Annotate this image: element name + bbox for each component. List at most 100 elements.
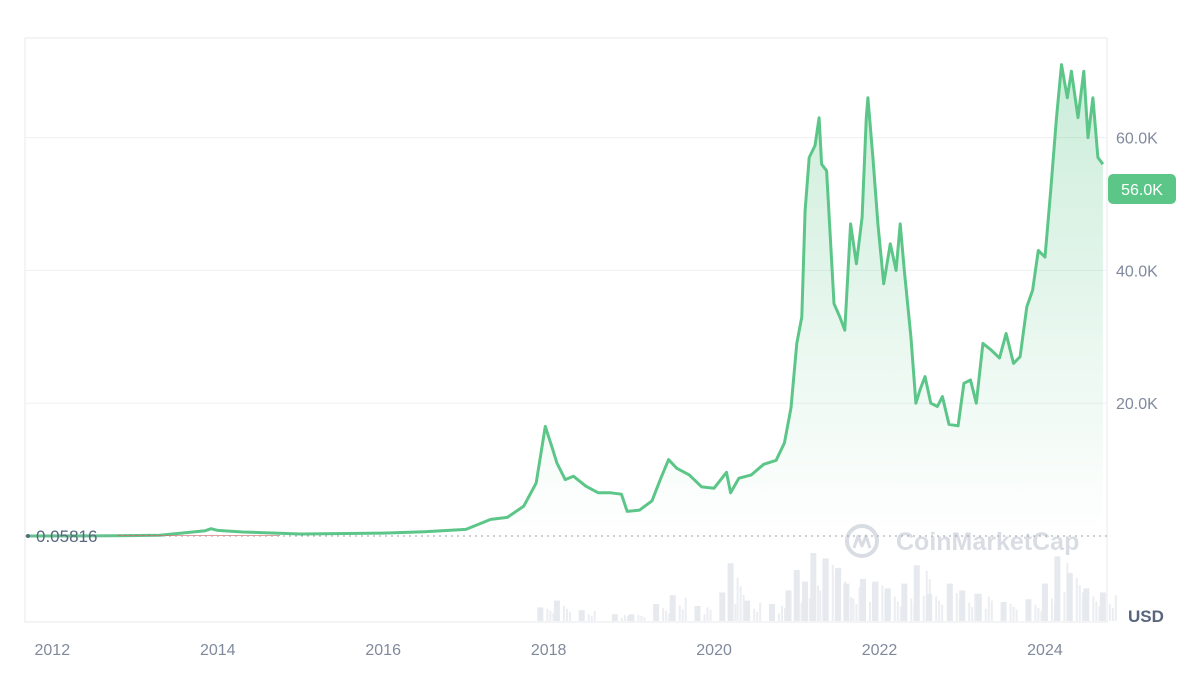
volume-bar (756, 611, 759, 621)
volume-bar (990, 600, 993, 621)
volume-bar (935, 596, 938, 621)
volume-bar (835, 567, 842, 621)
volume-bar (694, 606, 701, 621)
volume-bar (777, 613, 780, 621)
x-tick-label: 2016 (365, 642, 401, 659)
volume-bar (896, 601, 899, 621)
volume-bar (926, 593, 933, 621)
volume-bar (1099, 592, 1106, 621)
volume-bar (568, 611, 571, 621)
volume-bar (1009, 603, 1012, 621)
volume-bar (768, 604, 775, 621)
volume-bar (1034, 604, 1037, 621)
volume-bar (858, 587, 861, 621)
volume-bar (843, 583, 850, 621)
volume-bar (552, 612, 555, 621)
volume-bar (802, 581, 809, 621)
volume-bar (946, 583, 953, 621)
volume-bar (810, 553, 817, 621)
volume-bar (562, 605, 565, 621)
volume-bar (742, 594, 745, 621)
volume-bar (852, 598, 855, 621)
volume-bar (1075, 578, 1078, 621)
volume-bar (626, 615, 629, 621)
volume-bar (881, 585, 884, 621)
volume-bar (872, 581, 879, 621)
volume-bar (955, 592, 958, 621)
volume-bar (739, 586, 742, 621)
volume-bar (1111, 608, 1114, 621)
volume-bar (1066, 573, 1073, 621)
volume-bar (719, 592, 726, 621)
volume-bar (678, 605, 681, 621)
volume-bar (984, 608, 987, 621)
volume-bar (643, 616, 646, 621)
volume-bar (1041, 583, 1048, 621)
volume-bar (785, 590, 792, 621)
volume-bar (901, 583, 908, 621)
volume-bar (808, 598, 811, 621)
volume-bar (855, 604, 858, 621)
volume-bar (1040, 611, 1043, 621)
volume-bar (859, 578, 866, 621)
volume-bar (706, 607, 709, 621)
volume-bar (744, 600, 751, 621)
volume-bar (941, 604, 944, 621)
volume-bar (893, 596, 896, 621)
volume-bar (1108, 603, 1111, 621)
volume-bar (736, 577, 739, 621)
volume-bar (681, 609, 684, 621)
volume-bar (537, 607, 544, 621)
volume-bar (868, 602, 871, 621)
volume-bar (800, 602, 803, 621)
y-tick-label: 60.0K (1116, 131, 1158, 148)
volume-bar (709, 609, 712, 621)
volume-bar (668, 613, 671, 621)
start-price-label: 0.05816 (36, 527, 97, 546)
current-price-label: 56.0K (1121, 182, 1163, 199)
volume-bar (546, 608, 549, 621)
volume-bar (1092, 596, 1095, 621)
x-tick-label: 2012 (35, 642, 71, 659)
volume-bar (780, 605, 783, 621)
volume-bar (727, 563, 734, 621)
volume-bar (620, 617, 623, 621)
volume-bar (850, 597, 853, 621)
x-tick-label: 2022 (862, 642, 898, 659)
volume-bar (653, 604, 660, 621)
volume-bar (623, 614, 626, 621)
volume-bar (734, 603, 737, 621)
volume-bar (637, 614, 640, 621)
volume-bar (578, 610, 585, 621)
price-line (27, 63, 1105, 538)
volume-bar (593, 611, 596, 621)
volume-bar (662, 608, 665, 621)
volume-bar (783, 608, 786, 621)
volume-bar (975, 593, 982, 621)
volume-bar (1037, 607, 1040, 621)
volume-bar (884, 588, 891, 621)
volume-bar (1000, 601, 1007, 621)
volume-bar (1054, 556, 1061, 621)
currency-label: USD (1128, 607, 1164, 626)
volume-bar (822, 558, 829, 621)
volume-bar (628, 614, 635, 621)
volume-bar (974, 593, 977, 621)
x-axis: 2012 2014 2016 2018 2020 2022 2024 (35, 642, 1063, 659)
volume-bar (587, 614, 590, 621)
volume-bar (1114, 595, 1117, 621)
volume-bar (831, 564, 834, 621)
volume-bar (1098, 606, 1101, 621)
volume-bar (1015, 609, 1018, 621)
volume-bars (537, 553, 1117, 621)
volume-bar (1078, 585, 1081, 621)
volume-bar (913, 565, 920, 621)
volume-bar (938, 600, 941, 621)
start-price-marker (26, 534, 30, 538)
price-area-fill (27, 64, 1103, 536)
volume-bar (922, 595, 925, 621)
volume-bar (1050, 598, 1053, 621)
volume-bar (910, 598, 913, 621)
volume-bar (1095, 601, 1098, 621)
